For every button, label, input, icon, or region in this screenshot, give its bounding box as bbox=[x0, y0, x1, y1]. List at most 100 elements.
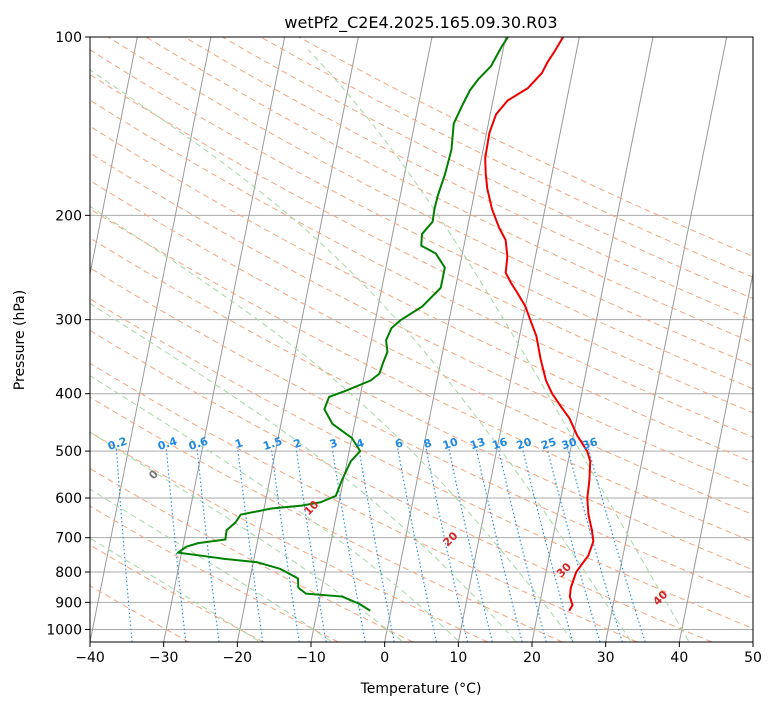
mixing-ratio-label: 0.2 bbox=[106, 435, 129, 453]
x-tick-label: −40 bbox=[75, 650, 105, 666]
y-tick-label: 100 bbox=[55, 30, 82, 46]
dry-adiabat bbox=[90, 396, 563, 642]
mixing-ratio-label: 0.6 bbox=[187, 434, 210, 452]
dry-adiabat bbox=[90, 362, 638, 642]
dry-adiabat bbox=[90, 298, 753, 629]
chart-title: wetPf2_C2E4.2025.165.09.30.R03 bbox=[284, 13, 557, 33]
mixing-ratio-line bbox=[475, 448, 523, 642]
x-tick-label: 40 bbox=[670, 650, 688, 666]
isotherm-line bbox=[236, 37, 359, 642]
y-axis: 100 200 300 400 500 600 700 800 900 1000 bbox=[46, 30, 90, 638]
dry-adiabat bbox=[90, 267, 753, 600]
y-tick-label: 800 bbox=[55, 565, 82, 581]
dry-adiabat bbox=[90, 49, 753, 390]
mixing-ratio-line bbox=[425, 448, 469, 642]
y-axis-title: Pressure (hPa) bbox=[12, 290, 28, 390]
mixing-ratio-line bbox=[115, 448, 133, 642]
mixing-ratio-line bbox=[331, 448, 366, 642]
dry-adiabat bbox=[90, 152, 753, 489]
dry-adiabat bbox=[90, 585, 190, 642]
mixing-ratio-line bbox=[567, 448, 623, 642]
x-tick-label: 50 bbox=[744, 650, 762, 666]
moist-adiabat bbox=[90, 302, 516, 642]
dry-adiabat bbox=[184, 37, 753, 321]
mixing-ratio-line bbox=[358, 448, 395, 642]
x-axis: −40 −30 −20 −10 0 10 20 30 40 50 bbox=[75, 642, 762, 666]
dry-adiabat bbox=[90, 208, 753, 543]
plot-area bbox=[0, 37, 753, 642]
mixing-ratio-label: 3 bbox=[328, 436, 339, 451]
mixing-ratio-label: 2 bbox=[292, 436, 303, 451]
mixing-ratio-label: 25 bbox=[539, 435, 558, 452]
plot-frame bbox=[89, 36, 754, 643]
moist-adiabat bbox=[90, 205, 574, 642]
mixing-ratio-line bbox=[521, 448, 574, 642]
dry-adiabat bbox=[90, 125, 753, 463]
mixing-ratio-label: 8 bbox=[422, 436, 433, 451]
dry-adiabat bbox=[90, 74, 753, 414]
mixing-ratio-line bbox=[196, 448, 220, 642]
dry-adiabat bbox=[90, 467, 414, 642]
y-tick-label: 200 bbox=[55, 208, 82, 224]
x-tick-label: −10 bbox=[296, 650, 326, 666]
moist-adiabat bbox=[90, 488, 331, 642]
dry-adiabat bbox=[90, 237, 753, 571]
y-tick-label: 500 bbox=[55, 444, 82, 460]
x-tick-label: 30 bbox=[597, 650, 615, 666]
y-tick-label: 900 bbox=[55, 595, 82, 611]
mixing-ratio-line bbox=[270, 448, 300, 642]
mixing-ratio-label: 36 bbox=[581, 435, 600, 452]
moist-adiabat bbox=[90, 537, 259, 642]
x-tick-label: 20 bbox=[523, 650, 541, 666]
mixing-ratio-line bbox=[295, 448, 327, 642]
isotherm-line bbox=[90, 37, 138, 277]
mixing-ratio-label: 10 bbox=[441, 435, 460, 452]
x-tick-label: −30 bbox=[149, 650, 179, 666]
y-tick-label: 1000 bbox=[46, 622, 82, 638]
line-labels: 0.10.20.40.611.52346810131620253036-100-… bbox=[106, 434, 670, 608]
dry-adiabat bbox=[90, 329, 712, 642]
mixing-ratio-label: 20 bbox=[515, 435, 534, 452]
moist-adiabat-label: 30 bbox=[554, 560, 574, 580]
isotherm-line bbox=[90, 37, 212, 642]
mixing-ratio-label: 16 bbox=[491, 435, 510, 452]
mixing-ratio-label: 4 bbox=[355, 436, 367, 451]
mixing-ratio-label: 13 bbox=[468, 435, 487, 452]
isotherm-line bbox=[457, 37, 580, 642]
isotherm-line bbox=[0, 37, 64, 642]
moist-adiabat-label: 10 bbox=[301, 498, 321, 518]
dewpoint-profile bbox=[176, 37, 509, 612]
dry-adiabat bbox=[90, 505, 339, 642]
mixing-ratio-line bbox=[546, 448, 601, 642]
moist-adiabat bbox=[90, 431, 402, 642]
mixing-ratio-line bbox=[497, 448, 547, 642]
isotherm-line bbox=[163, 37, 286, 642]
y-tick-label: 600 bbox=[55, 491, 82, 507]
mixing-ratio-label: 0.4 bbox=[156, 434, 179, 452]
isotherm-line bbox=[384, 37, 507, 642]
dry-adiabat bbox=[90, 431, 488, 642]
isotherm-line bbox=[605, 37, 728, 642]
x-axis-title: Temperature (°C) bbox=[360, 681, 482, 697]
y-tick-label: 700 bbox=[55, 531, 82, 547]
mixing-ratio-label: 1.5 bbox=[261, 435, 284, 453]
isotherm-line bbox=[752, 639, 753, 642]
moist-adiabat bbox=[90, 375, 459, 642]
x-tick-label: 10 bbox=[449, 650, 467, 666]
isotherm-line bbox=[531, 37, 654, 642]
y-tick-label: 400 bbox=[55, 387, 82, 403]
moist-adiabat bbox=[90, 69, 631, 642]
moist-adiabat bbox=[307, 49, 689, 642]
mixing-ratio-line bbox=[397, 448, 437, 642]
mixing-ratio-label: 6 bbox=[393, 436, 405, 451]
mixing-ratio-line bbox=[448, 448, 493, 642]
isotherm-line bbox=[678, 271, 753, 642]
dry-adiabat bbox=[107, 37, 753, 367]
temperature-profile bbox=[484, 37, 595, 612]
x-tick-label: 0 bbox=[380, 650, 389, 666]
x-tick-label: −20 bbox=[223, 650, 253, 666]
mixing-ratio-label: 30 bbox=[560, 435, 579, 452]
mixing-ratio-label: 1 bbox=[233, 436, 244, 451]
dry-adiabat bbox=[145, 37, 753, 344]
